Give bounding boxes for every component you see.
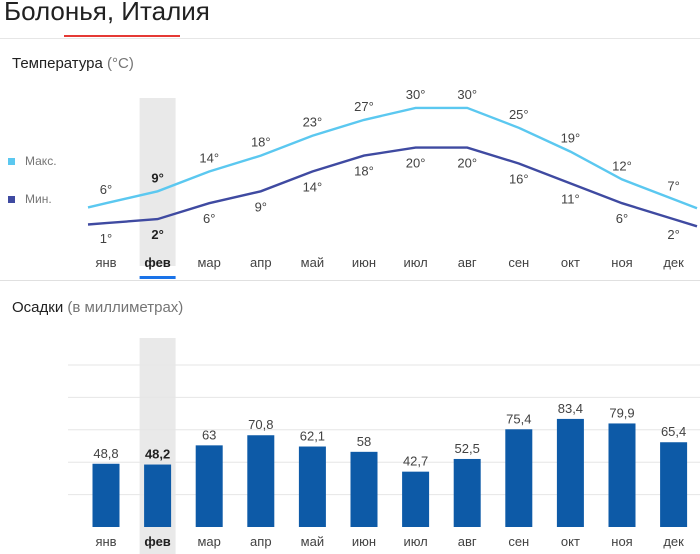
precipitation-value-label: 75,4 [506,411,531,426]
max-temp-label: 6° [100,182,112,197]
month-label: янв [95,534,116,549]
legend-min: Мин. [8,192,52,206]
precipitation-value-label: 63 [202,427,216,442]
min-temp-label: 11° [561,191,580,206]
precipitation-unit: (в миллиметрах) [67,299,184,316]
precipitation-value-label: 52,5 [455,441,480,456]
month-label: дек [663,534,684,549]
legend-min-label: Мин. [25,192,52,206]
title-underline [64,35,180,37]
precipitation-bar [144,464,172,527]
precipitation-bar [247,435,275,527]
month-label: мар [197,534,220,549]
precipitation-bar [298,446,326,527]
max-temp-label: 23° [303,115,323,130]
month-label: авг [458,255,477,270]
min-temp-label: 6° [203,211,215,226]
month-label: окт [561,534,580,549]
precipitation-bar [92,463,120,527]
precipitation-bar [453,458,481,527]
month-label: сен [508,255,529,270]
precipitation-section-title: Осадки (в миллиметрах) [12,299,183,316]
month-label: дек [663,255,684,270]
precipitation-value-label: 65,4 [661,424,686,439]
selected-month-band-temperature [139,98,176,266]
min-temp-label: 1° [100,231,112,246]
min-temp-label: 9° [255,199,267,214]
min-temp-label: 14° [303,179,323,194]
month-label: апр [250,534,272,549]
max-temp-label: 30° [457,87,477,102]
precipitation-bar [505,429,533,527]
min-temp-label: 16° [509,172,529,187]
max-temp-label: 7° [667,178,679,193]
legend-min-swatch [8,195,15,203]
precipitation-title-text: Осадки [12,299,64,316]
max-temp-label: 9° [151,170,163,185]
max-temp-label: 25° [509,107,529,122]
temperature-min-line [87,146,698,228]
month-label: май [301,534,324,549]
month-label: май [301,255,324,270]
month-label: ноя [611,534,632,549]
max-temp-label: 18° [251,135,271,150]
max-temp-label: 14° [199,150,219,165]
month-label: фев [144,534,170,549]
min-temp-label: 18° [354,164,374,179]
month-label: июн [352,255,376,270]
max-temp-label: 19° [561,131,581,146]
month-label: июл [403,255,427,270]
page-title: Болонья, Италия [4,0,210,26]
selected-month-indicator [139,276,176,279]
header-divider [0,38,700,39]
section-divider [0,280,700,281]
month-label: окт [561,255,580,270]
min-temp-label: 2° [667,227,679,242]
precipitation-value-label: 83,4 [558,401,583,416]
max-temp-label: 27° [354,99,374,114]
legend-max-swatch [8,157,15,165]
precipitation-value-label: 42,7 [403,454,428,469]
min-temp-label: 20° [406,156,426,171]
temperature-section-title: Температура (°C) [12,55,134,72]
min-temp-label: 20° [457,156,477,171]
precipitation-bar [608,423,636,527]
legend-max-label: Макс. [25,154,57,168]
precipitation-bar [556,418,584,527]
precipitation-value-label: 79,9 [609,405,634,420]
precipitation-value-label: 58 [357,434,371,449]
max-temp-label: 30° [406,87,426,102]
month-label: сен [508,534,529,549]
temperature-unit: (°C) [107,55,134,72]
min-temp-label: 6° [616,211,628,226]
temperature-max-line [87,106,698,210]
month-label: янв [95,255,116,270]
precipitation-bar [402,471,430,527]
precipitation-value-label: 70,8 [248,417,273,432]
month-label: июл [403,534,427,549]
legend-max: Макс. [8,154,57,168]
month-label: мар [197,255,220,270]
min-temp-label: 2° [151,227,163,242]
precipitation-value-label: 62,1 [300,429,325,444]
precipitation-value-label: 48,8 [93,446,118,461]
precipitation-value-label: 48,2 [145,447,170,462]
precipitation-bar [350,451,378,527]
month-label: июн [352,534,376,549]
precipitation-bar [660,442,688,527]
month-label: фев [144,255,170,270]
month-label: апр [250,255,272,270]
precipitation-bar [195,445,223,527]
max-temp-label: 12° [612,158,632,173]
temperature-title-text: Температура [12,55,103,72]
month-label: ноя [611,255,632,270]
month-label: авг [458,534,477,549]
